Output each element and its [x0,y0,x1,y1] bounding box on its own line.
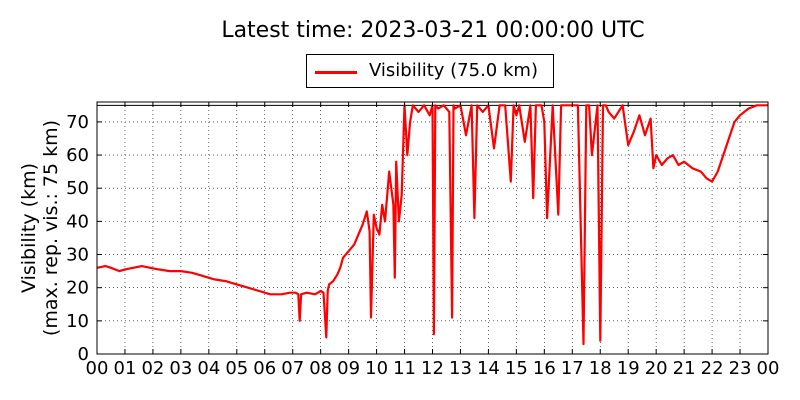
legend-label: Visibility (75.0 km) [369,60,538,81]
x-tick-label: 23 [729,358,752,379]
y-tick-label: 20 [66,278,89,299]
y-tick-label: 50 [66,178,89,199]
x-tick-label: 12 [421,358,444,379]
x-tick-label: 09 [337,358,360,379]
y-tick-label: 70 [66,112,89,133]
x-tick-label: 03 [169,358,192,379]
x-tick-label: 17 [561,358,584,379]
x-tick-label: 21 [673,358,696,379]
series-line-visibility [96,104,768,346]
x-tick-label: 11 [393,358,416,379]
x-tick-label: 04 [197,358,220,379]
x-tick-label: 20 [645,358,668,379]
legend: Visibility (75.0 km) [306,54,554,88]
x-tick-label: 01 [114,358,137,379]
x-tick-label: 06 [253,358,276,379]
x-tick-label: 19 [617,358,640,379]
x-tick-label: 10 [365,358,388,379]
x-tick-label: 07 [281,358,304,379]
ticks-layer: 00 01 02 03 04 05 06 07 08 09 10 11 12 13 14 15 16 17 18 19… [66,102,779,379]
y-tick-label: 40 [66,211,89,232]
x-tick-label: 14 [477,358,500,379]
y-tick-label: 60 [66,145,89,166]
x-tick-label: 16 [533,358,556,379]
chart-title: Latest time: 2023-03-21 00:00:00 UTC [221,18,645,43]
x-tick-label: 05 [225,358,248,379]
x-tick-label: 15 [505,358,528,379]
y-tick-label: 30 [66,245,89,266]
x-tick-label: 08 [309,358,332,379]
y-tick-label: 10 [66,311,89,332]
x-tick-label: 02 [141,358,164,379]
legend-swatch [315,71,357,74]
y-axis-label-line1: Visibility (km) [18,163,40,293]
x-tick-label: 00 [86,358,109,379]
y-axis-label-line2: (max. rep. vis.: 75 km) [40,120,62,336]
x-tick-label: 18 [589,358,612,379]
x-tick-label: 22 [701,358,724,379]
x-tick-label: 13 [449,358,472,379]
y-tick-label: 0 [78,344,89,365]
x-tick-label: 00 [757,358,780,379]
